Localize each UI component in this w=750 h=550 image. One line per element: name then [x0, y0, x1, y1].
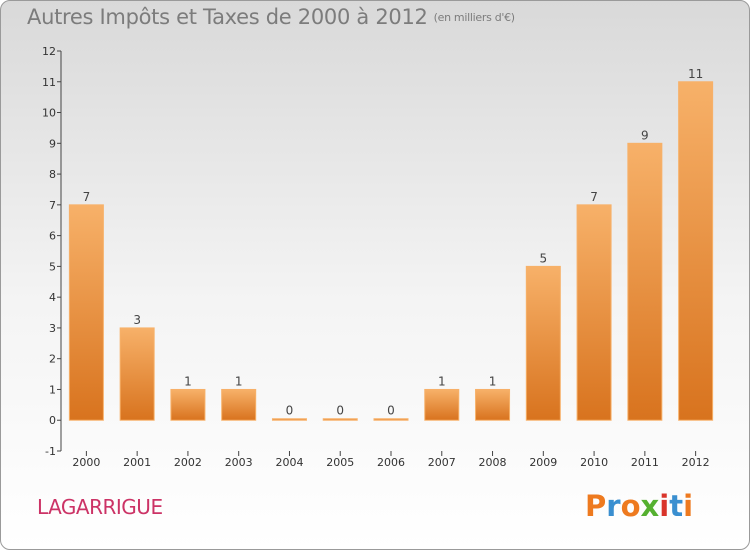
- y-tick-label: 4: [49, 291, 56, 304]
- chart-title: Autres Impôts et Taxes de 2000 à 2012 (en…: [27, 5, 515, 29]
- bar-2000: [68, 204, 104, 421]
- y-tick-label: 2: [49, 353, 56, 366]
- x-tick-label: 2000: [72, 456, 100, 469]
- proxiti-logo: Proxiti: [585, 489, 693, 523]
- x-tick-label: 2010: [580, 456, 608, 469]
- bar-2005: [322, 418, 358, 421]
- x-tick-label: 2008: [479, 456, 507, 469]
- y-tick-label: 8: [49, 168, 56, 181]
- bar-2003: [221, 388, 257, 421]
- y-tick-label: 11: [42, 76, 56, 89]
- logo-letter: o: [620, 489, 641, 523]
- bar-value-label: 5: [539, 251, 547, 265]
- x-tick-label: 2011: [631, 456, 659, 469]
- bar-2002: [170, 388, 206, 421]
- bar-value-label: 1: [235, 374, 243, 388]
- x-tick-label: 2003: [225, 456, 253, 469]
- bar-2010: [576, 204, 612, 421]
- y-tick-label: 9: [49, 137, 56, 150]
- logo-letter: i: [659, 489, 670, 523]
- bar-value-label: 0: [387, 404, 395, 418]
- bar-2011: [627, 142, 663, 421]
- bar-2012: [678, 81, 714, 421]
- bar-value-label: 1: [438, 374, 446, 388]
- logo-letter: i: [683, 489, 694, 523]
- x-tick-label: 2012: [682, 456, 710, 469]
- logo-letter: x: [640, 489, 660, 523]
- y-tick-label: 3: [49, 322, 56, 335]
- commune-name: LAGARRIGUE: [37, 495, 163, 519]
- y-tick-label: 1: [49, 383, 56, 396]
- bar-value-label: 1: [184, 374, 192, 388]
- x-axis-ticks: 2000 2001 2002 2003 2004 2005 2006 2007 2008 2009…: [72, 451, 710, 469]
- x-tick-label: 2002: [174, 456, 202, 469]
- bar-value-label: 1: [489, 374, 497, 388]
- bar-2001: [119, 327, 155, 421]
- y-tick-label: 6: [49, 230, 56, 243]
- x-tick-label: 2007: [428, 456, 456, 469]
- bar-value-label: 3: [133, 313, 141, 327]
- bar-2008: [475, 388, 511, 421]
- y-tick-label: -1: [45, 445, 56, 458]
- chart-title-text: Autres Impôts et Taxes de 2000 à 2012: [27, 5, 428, 29]
- bar-value-label: 0: [336, 404, 344, 418]
- x-tick-label: 2004: [275, 456, 303, 469]
- y-tick-label: 7: [49, 199, 56, 212]
- bar-2009: [525, 265, 561, 421]
- x-tick-label: 2009: [529, 456, 557, 469]
- bar-value-label: 9: [641, 128, 649, 142]
- chart-unit: (en milliers d'€): [433, 11, 515, 24]
- logo-letter: P: [585, 489, 607, 523]
- bar-2007: [424, 388, 460, 421]
- y-tick-label: 5: [49, 260, 56, 273]
- x-tick-label: 2001: [123, 456, 151, 469]
- bar-2004: [271, 418, 307, 421]
- x-tick-label: 2005: [326, 456, 354, 469]
- bar-value-label: 7: [590, 190, 598, 204]
- logo-letter: t: [669, 489, 684, 523]
- y-tick-label: 12: [42, 45, 56, 58]
- y-tick-label: 0: [49, 414, 56, 427]
- bar-value-label: 0: [286, 404, 294, 418]
- bar-2006: [373, 418, 409, 421]
- bar-value-label: 11: [688, 67, 703, 81]
- y-tick-label: 10: [42, 107, 56, 120]
- logo-letter: r: [606, 489, 621, 523]
- x-tick-label: 2006: [377, 456, 405, 469]
- bar-value-label: 7: [83, 190, 91, 204]
